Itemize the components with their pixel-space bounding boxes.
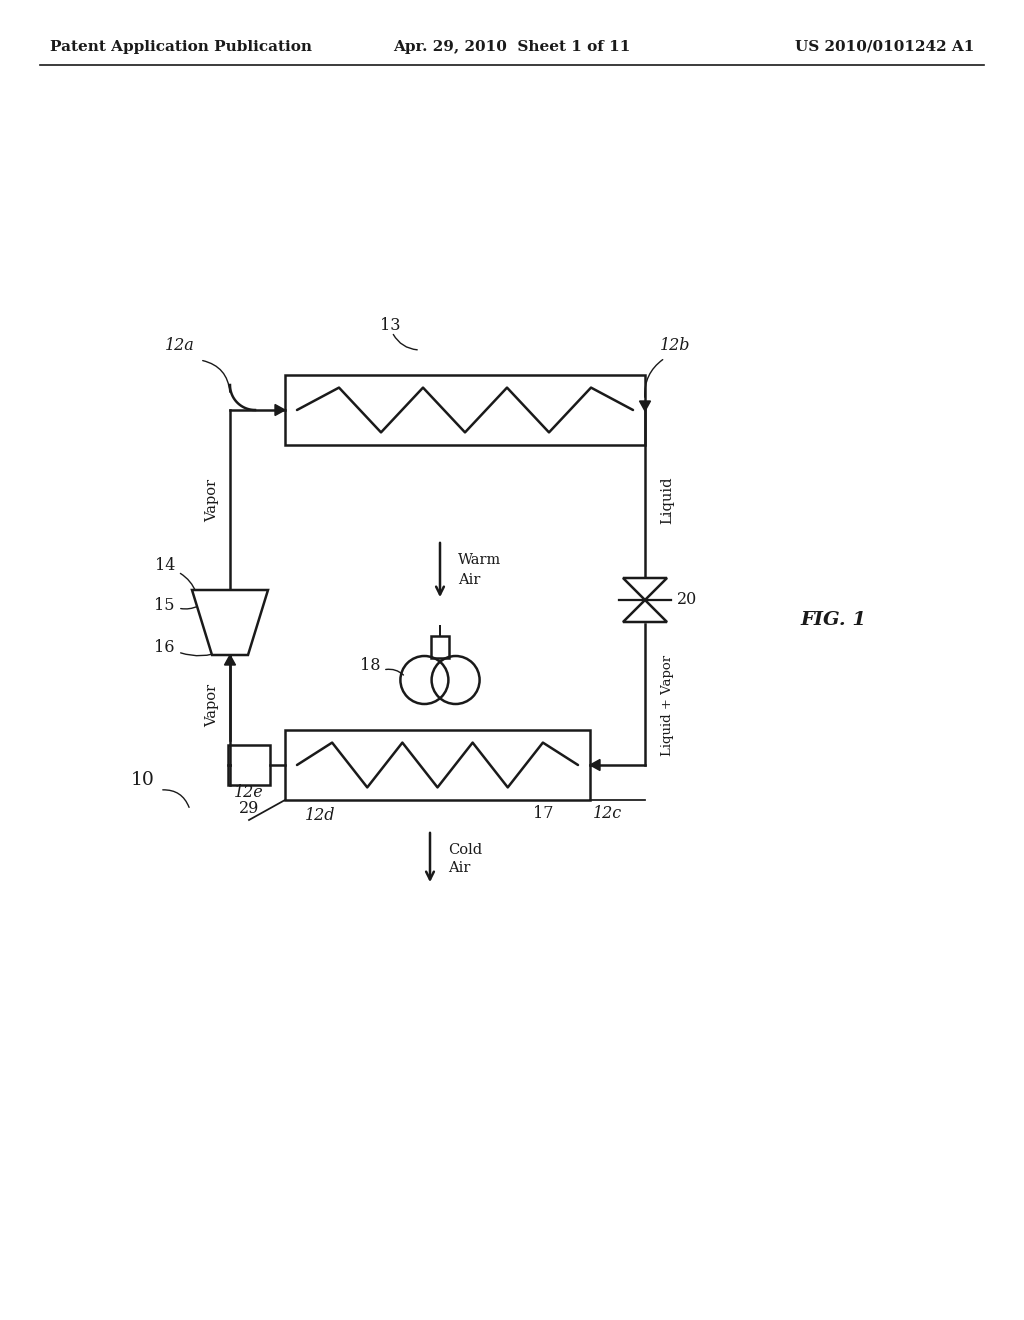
Polygon shape	[623, 601, 667, 622]
Text: 16: 16	[155, 639, 175, 656]
Bar	[431, 636, 449, 657]
Text: Air: Air	[449, 861, 470, 875]
Text: 12e: 12e	[234, 784, 264, 801]
Text: Vapor: Vapor	[205, 478, 219, 521]
Text: 20: 20	[677, 591, 697, 609]
Text: Patent Application Publication: Patent Application Publication	[50, 40, 312, 54]
Polygon shape	[224, 655, 236, 665]
Text: Apr. 29, 2010  Sheet 1 of 11: Apr. 29, 2010 Sheet 1 of 11	[393, 40, 631, 54]
Bar	[228, 744, 270, 785]
Text: 12d: 12d	[305, 807, 335, 824]
Text: Liquid + Vapor: Liquid + Vapor	[660, 655, 674, 755]
Text: FIG. 1: FIG. 1	[800, 611, 866, 630]
Text: Liquid: Liquid	[660, 477, 674, 524]
Polygon shape	[193, 590, 268, 655]
Text: 29: 29	[239, 800, 259, 817]
Text: 10: 10	[131, 771, 155, 789]
Polygon shape	[275, 404, 285, 416]
Text: 13: 13	[380, 317, 400, 334]
Text: 17: 17	[532, 805, 553, 822]
Text: Cold: Cold	[449, 843, 482, 857]
Text: 14: 14	[155, 557, 175, 574]
Text: 18: 18	[359, 657, 380, 675]
Polygon shape	[640, 401, 650, 411]
Polygon shape	[623, 578, 667, 601]
Text: Vapor: Vapor	[205, 684, 219, 726]
Text: Warm: Warm	[458, 553, 502, 568]
Text: Air: Air	[458, 573, 480, 587]
Bar	[285, 375, 645, 445]
Text: 12b: 12b	[660, 337, 690, 354]
Text: US 2010/0101242 A1: US 2010/0101242 A1	[795, 40, 974, 54]
Polygon shape	[590, 759, 600, 771]
Text: 12a: 12a	[165, 337, 195, 354]
Text: 15: 15	[155, 597, 175, 614]
Bar	[285, 730, 590, 800]
Text: 12c: 12c	[593, 805, 623, 822]
